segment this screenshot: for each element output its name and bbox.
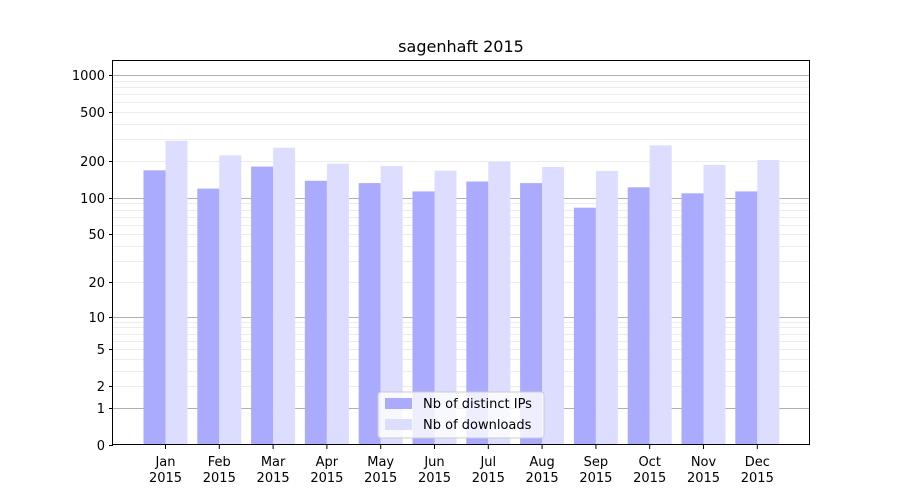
x-tick-label-year: 2015 — [579, 471, 612, 486]
x-tick-label-year: 2015 — [741, 471, 774, 486]
x-tick-label-year: 2015 — [633, 471, 666, 486]
y-tick-label: 10 — [88, 311, 105, 326]
x-tick-label-year: 2015 — [257, 471, 290, 486]
bar-series-0-0 — [143, 170, 166, 446]
x-tick-label-month: Nov — [691, 455, 717, 470]
bar-series-0-11 — [735, 191, 758, 445]
bar-series-0-8 — [573, 207, 596, 445]
legend-box — [377, 391, 545, 439]
y-tick-label: 200 — [80, 155, 105, 170]
plot-frame — [112, 60, 810, 445]
x-tick-label-year: 2015 — [472, 471, 505, 486]
x-tick-label-month: Aug — [529, 455, 554, 470]
y-tick-label: 20 — [88, 276, 105, 291]
x-tick-label-month: Jul — [479, 455, 496, 470]
x-tick-label-month: Dec — [745, 455, 770, 470]
legend: Nb of distinct IPs Nb of downloads — [377, 391, 545, 439]
y-tick-label: 2 — [97, 380, 105, 395]
bar-series-1-5 — [434, 170, 457, 445]
legend-swatch-downloads — [385, 419, 412, 430]
bar-series-1-8 — [595, 170, 618, 445]
bar-series-1-6 — [488, 161, 511, 446]
legend-label-downloads: Nb of downloads — [423, 418, 532, 433]
x-tick-label-year: 2015 — [418, 471, 451, 486]
bar-series-1-3 — [326, 163, 349, 445]
x-tick-label-year: 2015 — [364, 471, 397, 486]
bar-series-1-7 — [542, 166, 565, 445]
bar-series-1-2 — [273, 147, 296, 446]
x-tick-label-month: May — [367, 455, 394, 470]
bar-series-0-7 — [520, 183, 543, 445]
bar-series-1-1 — [219, 155, 242, 445]
x-tick-label-year: 2015 — [149, 471, 182, 486]
bar-series-0-4 — [358, 183, 381, 445]
bar-series-0-2 — [251, 166, 274, 445]
y-axis: 0 1 2 5 10 20 50 100 200 500 1000 — [72, 69, 113, 454]
bar-series-1-9 — [649, 145, 672, 445]
legend-swatch-distinct-ips — [385, 398, 412, 409]
x-tick-label-year: 2015 — [526, 471, 559, 486]
x-tick-label-month: Sep — [584, 455, 609, 470]
bar-series-0-3 — [304, 180, 327, 446]
bar-series-1-4 — [380, 166, 403, 445]
y-tick-label: 500 — [80, 106, 105, 121]
x-tick-label-month: Feb — [208, 455, 231, 470]
x-tick-label-year: 2015 — [687, 471, 720, 486]
legend-label-distinct-ips: Nb of distinct IPs — [423, 397, 532, 412]
bar-series-0-6 — [466, 181, 489, 445]
x-tick-label-year: 2015 — [203, 471, 236, 486]
bar-series-1-0 — [165, 140, 188, 446]
bar-series-0-10 — [681, 193, 704, 445]
y-tick-label: 100 — [80, 192, 105, 207]
bar-series-1-10 — [703, 164, 726, 445]
bar-series-0-9 — [627, 187, 650, 446]
x-tick-label-year: 2015 — [310, 471, 343, 486]
bar-series-0-1 — [197, 188, 220, 445]
x-axis: Jan2015Feb2015Mar2015Apr2015May2015Jun20… — [149, 445, 774, 486]
x-tick-label-month: Oct — [638, 455, 660, 470]
chart-title: sagenhaft 2015 — [398, 37, 524, 56]
x-tick-label-month: Apr — [316, 455, 339, 470]
y-tick-label: 50 — [88, 228, 105, 243]
y-tick-label: 1000 — [72, 69, 105, 84]
y-tick-label: 5 — [97, 343, 105, 358]
y-tick-label: 0 — [97, 439, 105, 454]
x-tick-label-month: Jan — [154, 455, 175, 470]
x-tick-label-month: Mar — [261, 455, 286, 470]
bar-series-1-11 — [757, 160, 780, 445]
bar-series-0-5 — [412, 191, 435, 445]
y-tick-label: 1 — [97, 402, 105, 417]
x-tick-label-month: Jun — [423, 455, 444, 470]
bars — [143, 140, 780, 446]
